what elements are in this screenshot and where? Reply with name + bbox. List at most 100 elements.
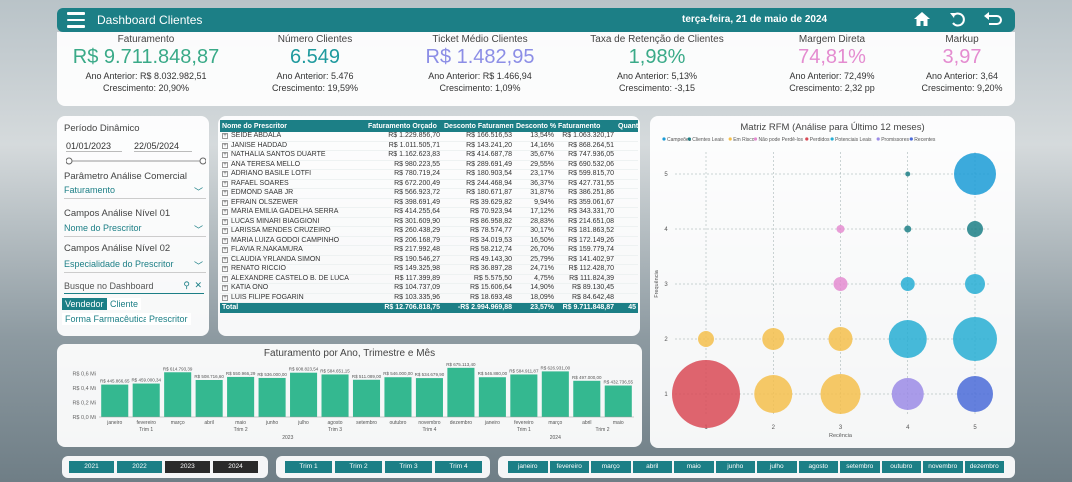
param-dropdown[interactable]: Faturamento ﹀ (64, 185, 206, 199)
bar[interactable] (258, 377, 286, 417)
expand-icon[interactable]: + (222, 152, 228, 158)
expand-icon[interactable]: + (222, 142, 228, 149)
rfm-bubble[interactable] (698, 331, 714, 347)
expand-icon[interactable]: + (222, 294, 228, 301)
table-row[interactable]: + RAFAEL SOARES R$ 672.200,49 R$ 244.468,94… (220, 179, 638, 189)
expand-icon[interactable]: + (222, 285, 228, 291)
bar[interactable] (478, 377, 506, 417)
bar[interactable] (195, 379, 223, 417)
search-icon[interactable]: ⚲ (183, 280, 190, 290)
table-row[interactable]: + ALEXANDRE CASTELO B. DE LUCA R$ 117.399,… (220, 274, 638, 284)
close-icon[interactable]: ✕ (194, 280, 202, 290)
quarter-button[interactable]: Trim 4 (435, 461, 482, 473)
legend-item[interactable]: Campeões (662, 137, 692, 143)
expand-icon[interactable]: + (222, 209, 228, 215)
table-row[interactable]: + LUIS FILIPE FOGARIN R$ 103.335,96 R$ 18.6… (220, 293, 638, 303)
level1-dropdown[interactable]: Nome do Prescritor ﹀ (64, 223, 206, 237)
expand-icon[interactable]: + (222, 171, 228, 177)
year-button[interactable]: 2021 (69, 461, 114, 473)
rfm-bubble[interactable] (672, 360, 740, 428)
quarter-button[interactable]: Trim 1 (285, 461, 332, 473)
table-row[interactable]: + MARIA EMILIA GADELHA SERRA R$ 414.255,64… (220, 207, 638, 218)
bar[interactable] (510, 374, 538, 417)
bar[interactable] (352, 379, 381, 417)
expand-icon[interactable]: + (222, 199, 228, 206)
table-header-cell[interactable]: Desconto Faturamento (442, 120, 514, 132)
legend-item[interactable]: Perdidos (805, 137, 830, 143)
bar[interactable] (541, 371, 569, 417)
table-row[interactable]: + KATIA ONO R$ 104.737,09 R$ 15.606,64 14,90… (220, 283, 638, 294)
table-header-cell[interactable]: Faturamento (556, 120, 616, 132)
legend-item[interactable]: Recentes (909, 137, 936, 143)
chip-prescritor[interactable]: Prescritor (146, 313, 191, 325)
month-button[interactable]: março (591, 461, 631, 473)
month-button[interactable]: fevereiro (549, 461, 589, 473)
table-row[interactable]: + SEIDE ABDALA R$ 1.229.856,70 R$ 166.516,5… (220, 132, 638, 142)
year-button[interactable]: 2024 (213, 461, 258, 473)
table-row[interactable]: + CLAUDIA YRLANDA SIMON R$ 190.546,27 R$ 49… (220, 255, 638, 265)
year-button[interactable]: 2023 (165, 461, 210, 473)
table-row[interactable]: + EFRAIN OLSZEWER R$ 398.691,49 R$ 39.629,8… (220, 198, 638, 208)
expand-icon[interactable]: + (222, 133, 228, 139)
bar[interactable] (604, 385, 632, 417)
home-icon[interactable] (911, 10, 933, 30)
expand-icon[interactable]: + (222, 218, 228, 225)
table-row[interactable]: + RENATO RICCIO R$ 149.325,98 R$ 36.897,28 2… (220, 264, 638, 275)
month-button[interactable]: abril (632, 461, 672, 473)
month-button[interactable]: agosto (798, 461, 838, 473)
table-row[interactable]: + EDMOND SAAB JR R$ 566.923,72 R$ 180.671,8… (220, 188, 638, 199)
rfm-bubble[interactable] (953, 317, 997, 361)
bar[interactable] (321, 374, 349, 417)
rfm-bubble[interactable] (957, 376, 993, 412)
bar[interactable] (447, 367, 475, 417)
table-row[interactable]: + MARIA LUIZA GODOI CAMPINHO R$ 206.168,79… (220, 236, 638, 246)
date-end-input[interactable]: 22/05/2024 (134, 141, 192, 152)
legend-item[interactable]: Clientes Leais (687, 137, 725, 143)
date-range-slider[interactable] (66, 157, 206, 165)
rfm-bubble[interactable] (828, 327, 853, 351)
table-row[interactable]: + LARISSA MENDES CRUZEIRO R$ 260.438,29 R$ … (220, 226, 638, 237)
chip-cliente[interactable]: Cliente (107, 298, 142, 310)
dashboard-search-input[interactable]: Busque no Dashboard ⚲ ✕ (64, 280, 204, 294)
legend-item[interactable]: Potenciais Leais (830, 137, 873, 143)
rfm-bubble[interactable] (965, 274, 985, 294)
date-start-input[interactable]: 01/01/2023 (66, 141, 122, 152)
bar[interactable] (290, 372, 318, 417)
rfm-bubble[interactable] (905, 171, 911, 177)
month-button[interactable]: novembro (923, 461, 963, 473)
rfm-bubble[interactable] (888, 320, 927, 358)
chip-forma-farmaceutica[interactable]: Forma Farmacêutica (62, 313, 152, 325)
month-button[interactable]: junho (715, 461, 755, 473)
rfm-bubble[interactable] (836, 225, 845, 233)
table-header-cell[interactable]: Nome do Prescritor (220, 120, 366, 132)
bar[interactable] (227, 376, 255, 417)
month-button[interactable]: janeiro (508, 461, 548, 473)
month-button[interactable]: julho (757, 461, 797, 473)
expand-icon[interactable]: + (222, 161, 228, 168)
expand-icon[interactable]: + (222, 275, 228, 282)
month-button[interactable]: maio (674, 461, 714, 473)
expand-icon[interactable]: + (222, 256, 228, 263)
quarter-button[interactable]: Trim 3 (385, 461, 432, 473)
undo-icon[interactable] (947, 10, 969, 30)
table-row[interactable]: + ADRIANO BASILE LOTFI R$ 780.719,24 R$ 180… (220, 169, 638, 180)
table-header-cell[interactable]: Quant (616, 120, 638, 132)
expand-icon[interactable]: + (222, 190, 228, 196)
level2-dropdown[interactable]: Especialidade do Prescritor ﹀ (64, 259, 206, 273)
bar[interactable] (415, 378, 443, 417)
rfm-bubble[interactable] (833, 277, 848, 291)
rfm-bubble[interactable] (820, 374, 861, 414)
legend-item[interactable]: Em Risco (728, 137, 755, 143)
expand-icon[interactable]: + (222, 237, 228, 244)
rfm-bubble[interactable] (762, 328, 785, 350)
month-button[interactable]: setembro (840, 461, 880, 473)
bar[interactable] (132, 383, 160, 417)
legend-item[interactable]: Não pode Perdê-los (753, 137, 804, 143)
rfm-bubble[interactable] (754, 375, 793, 413)
legend-item[interactable]: Promissores (876, 137, 910, 143)
table-row[interactable]: + NATHALIA SANTOS DUARTE R$ 1.162.623,83 R$… (220, 150, 638, 161)
bar[interactable] (164, 372, 192, 417)
rfm-bubble[interactable] (904, 225, 912, 233)
bar[interactable] (101, 384, 129, 417)
expand-icon[interactable]: + (222, 247, 228, 253)
